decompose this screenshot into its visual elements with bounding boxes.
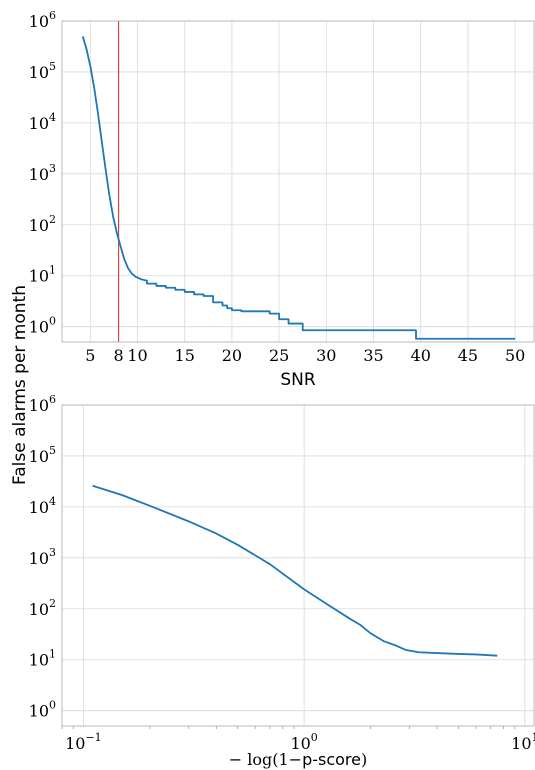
top-xtick-label: 45 bbox=[458, 346, 478, 365]
bottom-ytick-label: 101 bbox=[29, 648, 56, 670]
shared-ylabel: False alarms per month bbox=[10, 285, 30, 485]
top-ytick-label: 103 bbox=[29, 162, 56, 184]
top-gridlines bbox=[62, 20, 534, 342]
bottom-xtick-labels: 10−1 100 101 bbox=[65, 731, 535, 753]
bottom-plot-frame bbox=[61, 404, 535, 727]
top-xtick-label: 15 bbox=[175, 346, 195, 365]
top-chart: 5 8 10 15 20 25 30 35 40 45 50 1001011021031041051… bbox=[29, 9, 535, 390]
bottom-ytick-labels: 100 101 102 103 104 105 106 bbox=[29, 393, 56, 721]
top-xtick-label: 8 bbox=[114, 346, 124, 365]
bottom-xtick-label: 101 bbox=[511, 731, 535, 753]
top-xtick-label: 10 bbox=[127, 346, 147, 365]
top-xtick-label: 5 bbox=[85, 346, 95, 365]
bottom-gridlines bbox=[61, 404, 534, 729]
bottom-ytick-label: 105 bbox=[29, 444, 56, 466]
bottom-chart: 10−1 100 101 100 101 102 103 104 105 106 − log(1… bbox=[29, 393, 535, 769]
top-xlabel: SNR bbox=[280, 370, 316, 390]
top-xtick-labels: 5 8 10 15 20 25 30 35 40 45 50 bbox=[85, 346, 525, 365]
bottom-ytick-label: 106 bbox=[29, 393, 56, 415]
bottom-ytick-label: 103 bbox=[29, 546, 56, 568]
top-ytick-label: 102 bbox=[29, 213, 56, 235]
top-xtick-label: 35 bbox=[363, 346, 383, 365]
top-series-line bbox=[81, 36, 516, 340]
top-ytick-label: 106 bbox=[29, 9, 56, 31]
top-series-group bbox=[81, 36, 516, 340]
bottom-xlabel: − log(1−p-score) bbox=[229, 750, 367, 769]
bottom-xlabel-mid: p-score bbox=[302, 750, 361, 769]
bottom-series-line bbox=[92, 484, 498, 657]
top-plot-frame bbox=[61, 20, 535, 343]
bottom-series-group bbox=[92, 484, 498, 657]
top-xtick-label: 40 bbox=[411, 346, 431, 365]
top-ytick-label: 100 bbox=[29, 315, 56, 337]
bottom-ytick-label: 104 bbox=[29, 495, 56, 517]
top-xtick-label: 25 bbox=[269, 346, 289, 365]
bottom-ytick-label: 100 bbox=[29, 699, 56, 721]
bottom-xtick-label: 10−1 bbox=[65, 731, 102, 753]
top-xtick-label: 50 bbox=[505, 346, 525, 365]
top-ytick-label: 104 bbox=[29, 111, 56, 133]
bottom-xlabel-pre: − log(1− bbox=[229, 750, 302, 769]
top-xtick-label: 30 bbox=[316, 346, 336, 365]
top-ytick-label: 105 bbox=[29, 60, 56, 82]
top-ytick-label: 101 bbox=[29, 264, 56, 286]
top-xtick-label: 20 bbox=[222, 346, 242, 365]
bottom-xlabel-post: ) bbox=[361, 750, 367, 769]
top-ytick-labels: 100 101 102 103 104 105 106 bbox=[29, 9, 56, 337]
bottom-xtick-label: 100 bbox=[290, 731, 317, 753]
bottom-ytick-label: 102 bbox=[29, 597, 56, 619]
